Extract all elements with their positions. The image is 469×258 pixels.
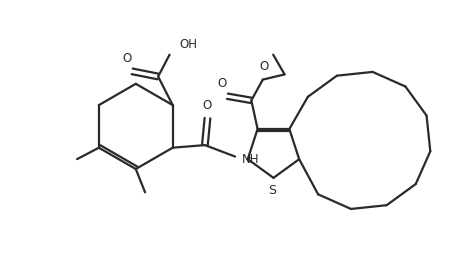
Text: OH: OH bbox=[179, 38, 197, 51]
Text: S: S bbox=[268, 184, 276, 197]
Text: O: O bbox=[218, 77, 227, 90]
Text: O: O bbox=[122, 52, 132, 65]
Text: O: O bbox=[203, 99, 212, 112]
Text: O: O bbox=[260, 60, 269, 73]
Text: NH: NH bbox=[242, 153, 260, 166]
